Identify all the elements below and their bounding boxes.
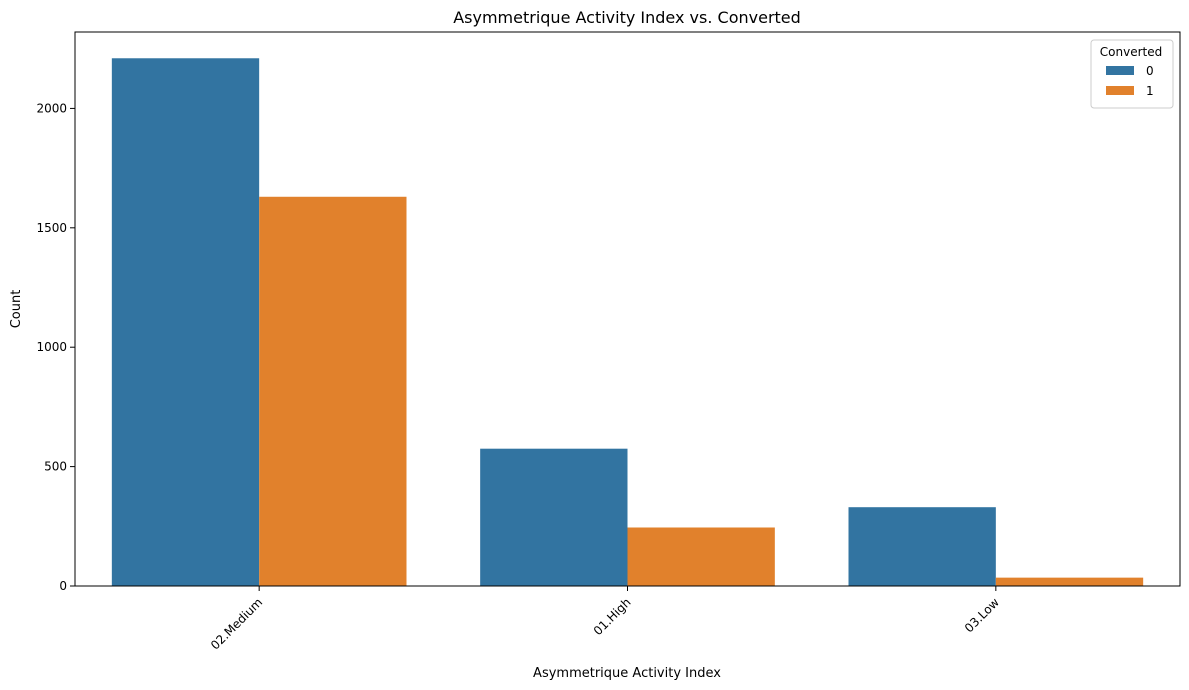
legend-label-0: 0 — [1146, 64, 1154, 78]
legend-label-1: 1 — [1146, 84, 1154, 98]
y-tick-label-0: 0 — [59, 579, 67, 593]
legend-swatch-0 — [1106, 66, 1134, 75]
plot-area — [111, 58, 1144, 587]
y-axis-label: Count — [9, 290, 24, 329]
y-tick-label-1: 500 — [44, 460, 67, 474]
legend: Converted 0 1 — [1090, 39, 1174, 109]
y-tick-label-4: 2000 — [36, 101, 67, 115]
x-axis-label: Asymmetrique Activity Index — [533, 666, 721, 681]
legend-swatch-1 — [1106, 86, 1134, 95]
bar-02.Medium-series-0 — [111, 58, 260, 587]
x-tick-label-03.Low: 03.Low — [962, 595, 1002, 635]
y-tick-label-2: 1000 — [36, 340, 67, 354]
x-tick-label-02.Medium: 02.Medium — [208, 595, 265, 652]
y-tick-label-3: 1500 — [36, 221, 67, 235]
bar-03.Low-series-0 — [848, 507, 996, 586]
bar-01.High-series-1 — [627, 527, 775, 586]
legend-title: Converted — [1100, 45, 1162, 59]
bar-03.Low-series-1 — [995, 577, 1144, 586]
chart-title: Asymmetrique Activity Index vs. Converte… — [453, 8, 801, 27]
x-tick-label-01.High: 01.High — [591, 595, 634, 638]
bar-01.High-series-0 — [480, 448, 628, 586]
bar-02.Medium-series-1 — [259, 196, 407, 586]
